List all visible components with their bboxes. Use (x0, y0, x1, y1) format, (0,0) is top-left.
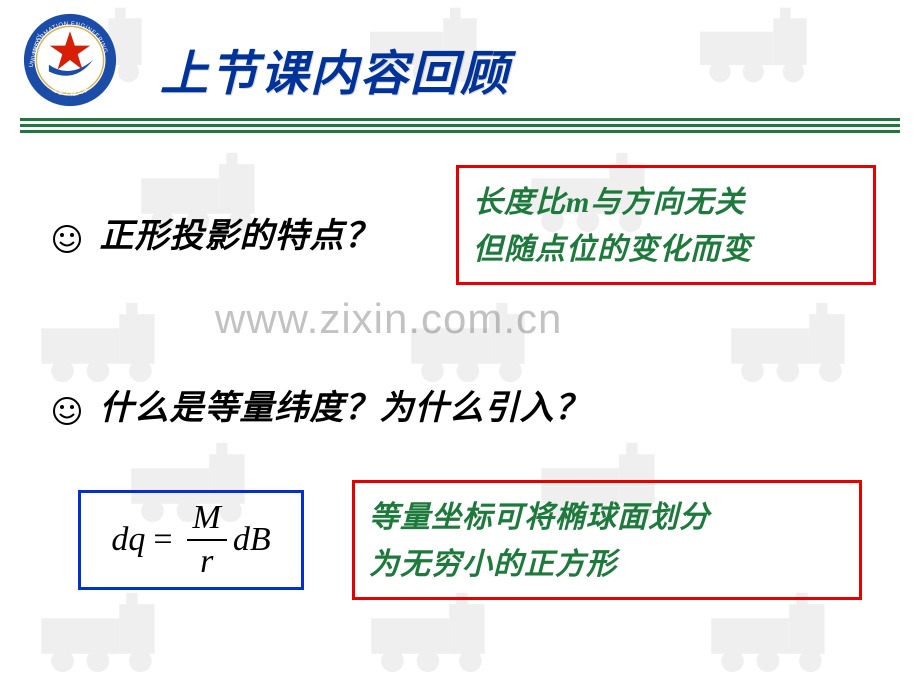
formula: dq = M r dB (111, 499, 270, 581)
formula-box: dq = M r dB (78, 490, 304, 590)
bg-train-icon (30, 300, 180, 385)
formula-lhs: dq (111, 521, 145, 559)
divider-line (20, 130, 900, 133)
question-2: 什么是等量纬度？为什么引入？ (52, 380, 590, 429)
answer-1-line2: 但随点位的变化而变 (473, 227, 859, 274)
divider (20, 118, 900, 136)
question-1: 正形投影的特点？ (52, 208, 380, 257)
smiley-icon (52, 224, 82, 254)
bg-train-icon (360, 590, 510, 675)
slide-header: INFORMATION ENGINEERING UNIVERSITY 信息工程大… (0, 12, 920, 122)
answer-1-line1: 长度比m与方向无关 (473, 180, 859, 227)
question-2-text: 什么是等量纬度？为什么引入？ (100, 390, 590, 427)
bg-train-icon (30, 590, 180, 675)
university-logo-icon: INFORMATION ENGINEERING UNIVERSITY 信息工程大… (22, 12, 118, 108)
divider-line (20, 118, 900, 121)
answer-1-box: 长度比m与方向无关 但随点位的变化而变 (456, 165, 876, 285)
formula-rhs: dB (233, 521, 271, 559)
slide-title: 上节课内容回顾 (160, 34, 510, 104)
formula-denominator: r (194, 541, 219, 581)
answer-2-line1: 等量坐标可将椭球面划分 (369, 495, 845, 542)
formula-fraction: M r (187, 499, 227, 581)
watermark-text: www.zixin.com.cn (215, 295, 562, 343)
answer-2-box: 等量坐标可将椭球面划分 为无穷小的正方形 (352, 480, 862, 600)
formula-eq: = (153, 521, 172, 559)
bg-train-icon (700, 590, 850, 675)
smiley-icon (52, 396, 82, 426)
answer-2-line2: 为无穷小的正方形 (369, 542, 845, 589)
divider-line (20, 124, 900, 127)
bg-train-icon (720, 300, 870, 385)
question-1-text: 正形投影的特点？ (100, 218, 380, 255)
formula-numerator: M (187, 499, 227, 541)
